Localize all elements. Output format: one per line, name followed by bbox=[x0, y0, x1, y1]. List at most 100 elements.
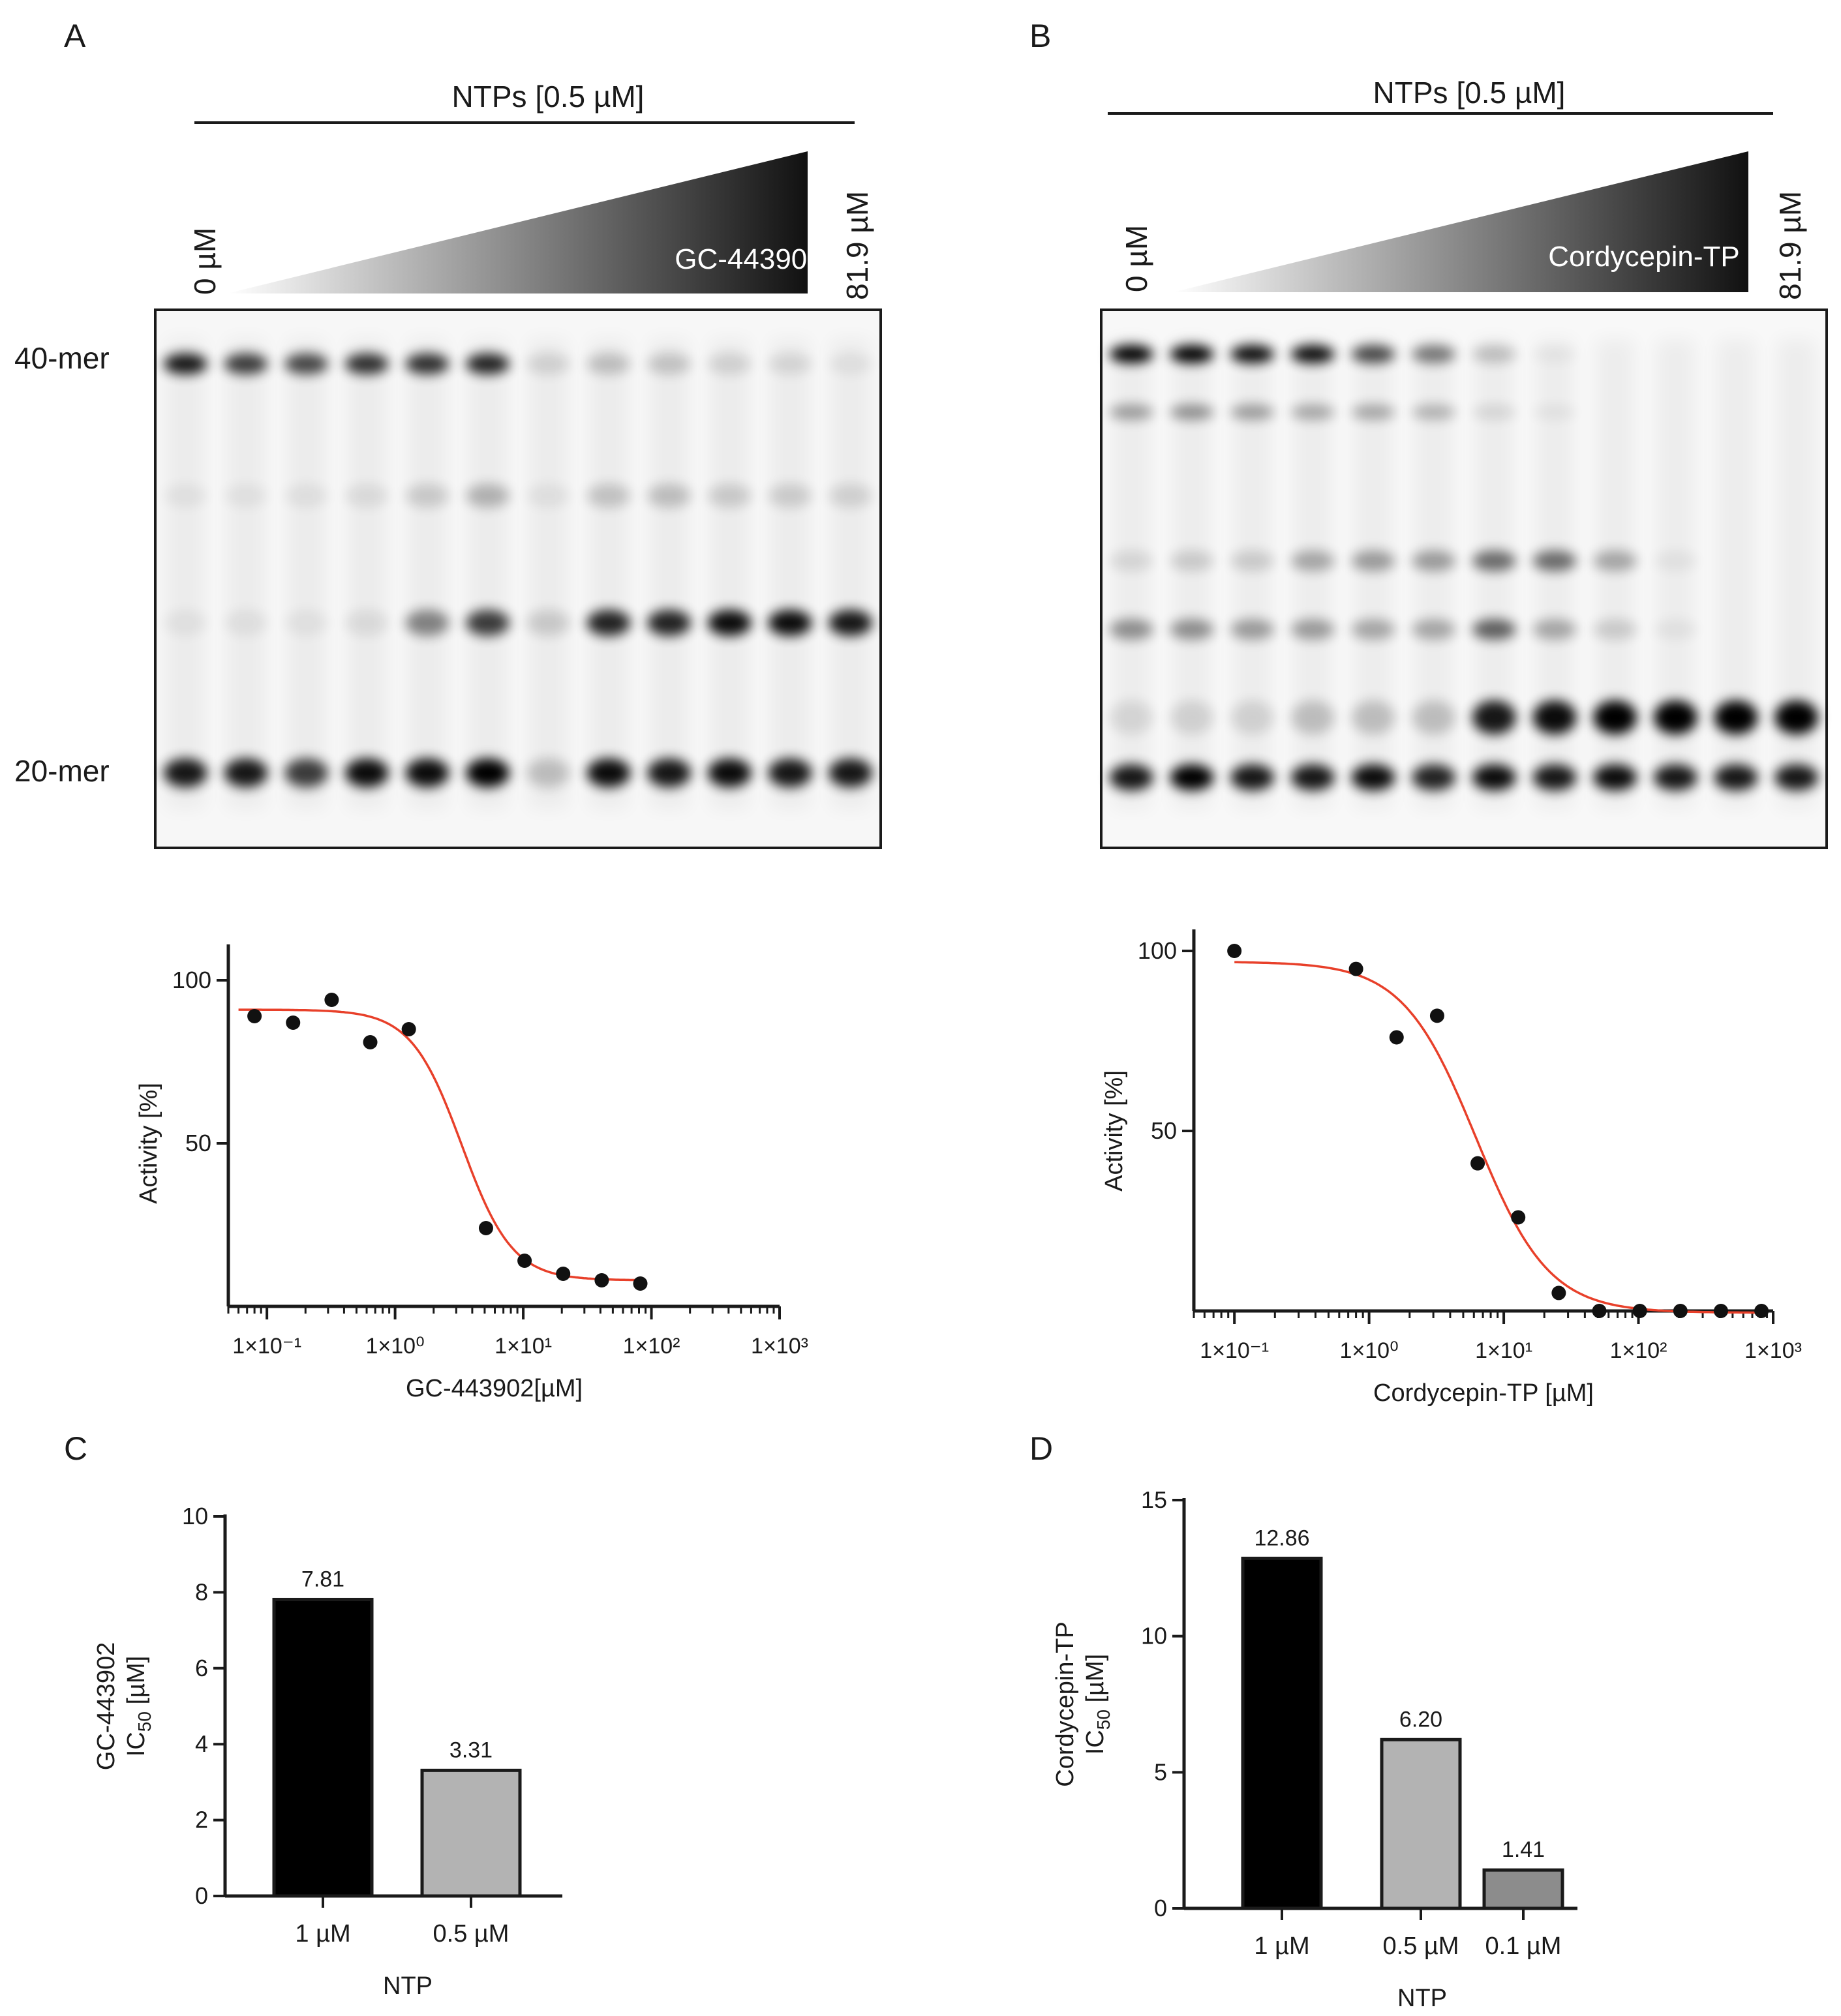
gel-a-band bbox=[707, 759, 752, 787]
gel-a-band bbox=[707, 354, 752, 374]
gel-b-compound-label: Cordycepin-TP bbox=[1548, 241, 1739, 273]
gel-b-band bbox=[1230, 404, 1275, 420]
gel-b-lane-smear bbox=[1777, 339, 1816, 809]
data-point bbox=[517, 1254, 532, 1268]
y-axis-label: Activity [%] bbox=[135, 1083, 162, 1204]
gel-a-band-bottom-label: 20-mer bbox=[14, 754, 110, 788]
gel-a-lane-smear bbox=[589, 339, 628, 809]
gel-a-band bbox=[526, 759, 570, 787]
x-axis-label: GC-443902[µM] bbox=[406, 1375, 583, 1402]
bar bbox=[420, 1768, 522, 1898]
gel-a-band bbox=[829, 759, 873, 787]
gel-b-band bbox=[1714, 764, 1758, 790]
gel-a-band bbox=[405, 610, 449, 636]
x-tick-label: 1×10³ bbox=[751, 1334, 808, 1359]
x-tick-label: 1×10⁻¹ bbox=[1200, 1338, 1269, 1363]
gel-a-band bbox=[163, 354, 207, 374]
gel-b-band bbox=[1593, 619, 1637, 640]
data-point bbox=[286, 1016, 301, 1030]
gel-a-band bbox=[647, 484, 692, 507]
gel-b-band bbox=[1170, 550, 1214, 571]
gel-b-band bbox=[1532, 700, 1577, 734]
x-tick-label: 1×10³ bbox=[1744, 1338, 1802, 1363]
gel-b-gradient-triangle bbox=[1173, 151, 1748, 292]
y-axis-label: Activity [%] bbox=[1101, 1070, 1128, 1192]
gel-b-band bbox=[1230, 700, 1275, 734]
gel-a-band bbox=[586, 610, 631, 636]
gel-b-band bbox=[1532, 764, 1577, 790]
x-tick-label: 1 µM bbox=[295, 1920, 350, 1948]
gel-b-band bbox=[1290, 700, 1335, 734]
y-tick-label: 6 bbox=[195, 1655, 208, 1681]
gel-a-band bbox=[344, 759, 389, 787]
gel-b-band bbox=[1532, 345, 1577, 363]
gel-b-band bbox=[1532, 404, 1577, 420]
x-tick-label: 1×10⁰ bbox=[365, 1334, 424, 1359]
gel-b-band bbox=[1593, 764, 1637, 790]
gel-b-band bbox=[1351, 404, 1395, 420]
gel-a-band bbox=[224, 759, 268, 787]
gel-a-lane-smear bbox=[770, 339, 810, 809]
gel-a-band bbox=[768, 484, 812, 507]
data-point bbox=[1754, 1304, 1769, 1318]
gel-b-band bbox=[1290, 404, 1335, 420]
y-axis-label: Cordycepin-TP bbox=[1052, 1621, 1079, 1786]
gel-b-band bbox=[1653, 550, 1697, 571]
gel-a-lane-smear bbox=[650, 339, 689, 809]
data-point bbox=[1511, 1210, 1526, 1225]
gel-a-lane-smear bbox=[831, 339, 870, 809]
gel-a-lane-smear bbox=[166, 339, 205, 809]
gel-b-band bbox=[1170, 619, 1214, 640]
gel-a-band bbox=[224, 354, 268, 374]
gel-b-band bbox=[1653, 764, 1697, 790]
x-tick-label: 0.5 µM bbox=[433, 1920, 510, 1948]
gel-a-band bbox=[344, 610, 389, 636]
bar-value-label: 6.20 bbox=[1399, 1707, 1442, 1732]
gel-b-band bbox=[1714, 700, 1758, 734]
gel-b-lane-smear bbox=[1656, 339, 1695, 809]
data-point bbox=[1227, 944, 1242, 958]
gel-b-band bbox=[1472, 619, 1516, 640]
dose-response-chart-b: 50 100 1×10⁻¹ 1×10⁰ 1×10¹ 1×10² 1×10³ Cordycepi… bbox=[1101, 929, 1802, 1407]
bar bbox=[1380, 1738, 1462, 1910]
gel-a-band bbox=[707, 610, 752, 636]
gel-b-band bbox=[1412, 700, 1456, 734]
gel-b-band bbox=[1472, 550, 1516, 571]
gel-b-band bbox=[1230, 345, 1275, 363]
gel-a-lane-smear bbox=[408, 339, 447, 809]
gel-b-band bbox=[1109, 345, 1153, 363]
gel-b-lane-smear bbox=[1716, 339, 1756, 809]
bar-value-label: 12.86 bbox=[1254, 1526, 1309, 1550]
gel-b-band bbox=[1351, 345, 1395, 363]
gel-b-band bbox=[1593, 700, 1637, 734]
gel-a-band bbox=[224, 610, 268, 636]
gel-a-lane-smear bbox=[528, 339, 568, 809]
gel-b-conc-high: 81.9 µM bbox=[1773, 191, 1807, 300]
y-tick-label: 50 bbox=[185, 1130, 211, 1156]
gel-a-band bbox=[284, 759, 329, 787]
y-tick-label: 10 bbox=[1141, 1623, 1167, 1649]
panel-label-c: C bbox=[64, 1430, 87, 1467]
gel-b-band bbox=[1593, 550, 1637, 571]
y-tick-label: 2 bbox=[195, 1807, 208, 1833]
gel-b-band bbox=[1774, 764, 1819, 790]
gel-a-lane-smear bbox=[468, 339, 508, 809]
dose-response-chart-a: 50 100 1×10⁻¹ 1×10⁰ 1×10¹ 1×10² 1×10³ GC-443902… bbox=[135, 944, 808, 1402]
y-tick-label: 10 bbox=[182, 1503, 208, 1529]
gel-b-ntp-label: NTPs [0.5 µM] bbox=[1373, 76, 1566, 110]
gel-b-band bbox=[1290, 764, 1335, 790]
data-point bbox=[556, 1267, 571, 1281]
gel-b-band bbox=[1109, 619, 1153, 640]
x-tick-label: 1×10⁻¹ bbox=[232, 1334, 301, 1359]
gel-b-band bbox=[1472, 345, 1516, 363]
y-tick-label: 100 bbox=[1138, 937, 1177, 964]
gel-a-band bbox=[526, 610, 570, 636]
x-tick-label: 1×10¹ bbox=[494, 1334, 552, 1359]
gel-a-gradient-triangle bbox=[227, 151, 808, 293]
panel-label-d: D bbox=[1029, 1430, 1053, 1467]
gel-a-band bbox=[586, 354, 631, 374]
gel-b-band bbox=[1109, 700, 1153, 734]
gel-a-band bbox=[526, 354, 570, 374]
gel-a-band bbox=[466, 759, 510, 787]
